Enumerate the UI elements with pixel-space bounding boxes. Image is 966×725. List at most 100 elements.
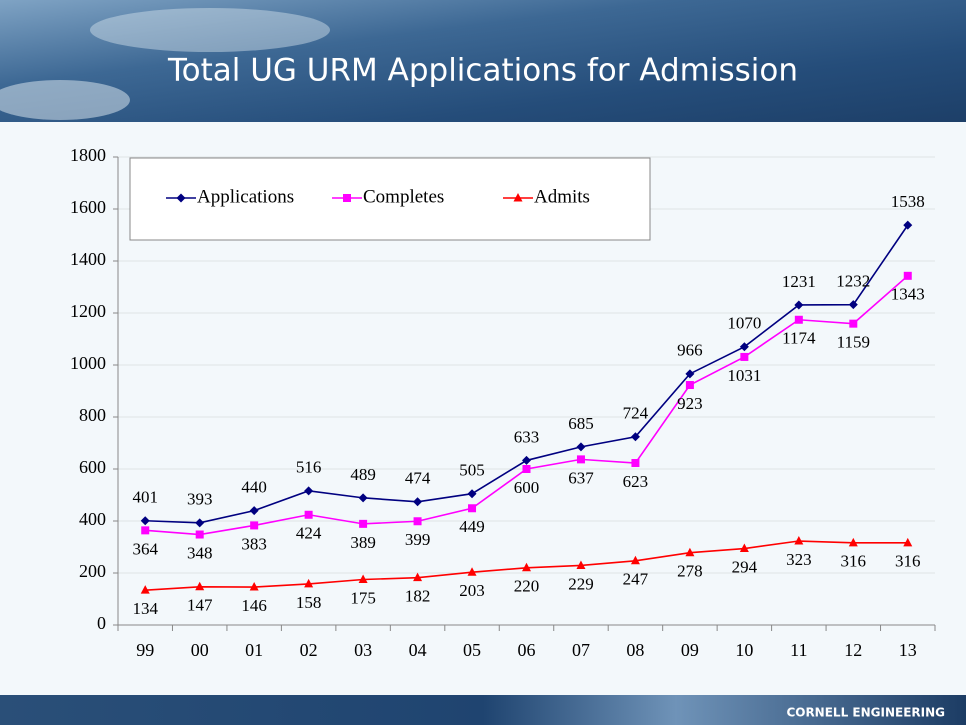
data-point — [358, 574, 368, 583]
data-label: 966 — [677, 341, 703, 360]
x-tick-label: 12 — [844, 640, 862, 660]
data-label: 393 — [187, 490, 213, 509]
data-label: 1231 — [782, 272, 816, 291]
data-point — [794, 536, 804, 545]
data-label: 247 — [623, 570, 649, 589]
data-point — [413, 517, 422, 526]
data-label: 316 — [895, 552, 921, 571]
data-point — [685, 381, 694, 390]
data-point — [140, 516, 150, 526]
x-tick-label: 00 — [191, 640, 209, 660]
data-label: 401 — [132, 488, 158, 507]
footer-text: CORNELL ENGINEERING — [786, 706, 945, 720]
data-point — [304, 510, 313, 519]
data-point — [630, 432, 640, 442]
legend-label: Completes — [363, 186, 444, 207]
legend-label: Admits — [534, 186, 590, 207]
y-tick-label: 1000 — [70, 353, 106, 373]
data-point — [794, 300, 804, 310]
data-point — [630, 555, 640, 565]
data-point — [304, 486, 314, 496]
legend-label: Applications — [197, 186, 294, 207]
data-point — [739, 342, 749, 352]
data-point — [249, 582, 259, 591]
data-label: 134 — [132, 599, 158, 618]
data-label: 294 — [732, 557, 758, 576]
data-label: 449 — [459, 517, 485, 536]
data-point — [249, 506, 259, 516]
data-point — [903, 220, 913, 230]
y-tick-label: 800 — [79, 405, 106, 425]
data-point — [685, 369, 695, 379]
cloud — [90, 8, 330, 52]
data-label: 923 — [677, 394, 703, 413]
x-tick-label: 99 — [136, 640, 154, 660]
x-tick-label: 06 — [518, 640, 536, 660]
plot: 0 200 400 600 800 1000 1200 1400 1600 1800 99 00 01 0… — [70, 145, 936, 660]
y-tick-label: 0 — [97, 613, 106, 633]
data-point — [848, 300, 858, 310]
data-label: 203 — [459, 581, 485, 600]
data-label: 146 — [241, 596, 267, 615]
legend-marker — [513, 193, 523, 202]
footer-band — [0, 695, 966, 725]
data-label: 389 — [350, 533, 376, 552]
data-label: 175 — [350, 588, 376, 607]
data-point — [468, 504, 477, 513]
data-label: 685 — [568, 414, 594, 433]
data-label: 323 — [786, 550, 812, 569]
data-label: 474 — [405, 469, 431, 488]
legend-box — [129, 157, 651, 241]
data-point — [195, 518, 205, 528]
data-label: 1174 — [782, 329, 816, 348]
data-label: 182 — [405, 587, 431, 606]
data-point — [903, 537, 913, 547]
y-tick-label: 1800 — [70, 145, 106, 165]
data-label: 364 — [132, 539, 158, 558]
data-point — [631, 459, 640, 468]
data-point — [358, 493, 368, 503]
x-tick-label: 01 — [245, 640, 263, 660]
data-point — [740, 352, 749, 361]
data-point — [849, 319, 858, 328]
data-point — [304, 578, 314, 588]
data-label: 724 — [623, 404, 649, 423]
data-label: 424 — [296, 524, 322, 543]
x-tick-label: 04 — [409, 640, 427, 660]
cloud — [0, 80, 130, 120]
data-label: 489 — [350, 465, 376, 484]
data-label: 220 — [514, 577, 540, 596]
data-label: 316 — [841, 552, 867, 571]
data-point — [413, 572, 423, 582]
data-label: 158 — [296, 593, 322, 612]
y-tick-label: 400 — [79, 509, 106, 529]
data-label: 147 — [187, 596, 213, 615]
data-label: 633 — [514, 427, 540, 446]
data-point — [576, 455, 585, 464]
data-label: 1538 — [891, 192, 925, 211]
data-label: 229 — [568, 574, 594, 593]
x-tick-label: 11 — [790, 640, 807, 660]
y-tick-label: 1200 — [70, 301, 106, 321]
data-label: 637 — [568, 468, 594, 487]
data-point — [195, 530, 204, 539]
legend-marker — [343, 194, 351, 202]
header-band — [0, 0, 966, 122]
y-tick-label: 1400 — [70, 249, 106, 269]
data-point — [141, 526, 150, 535]
data-point — [522, 465, 531, 473]
data-point — [522, 562, 531, 572]
data-label: 399 — [405, 530, 431, 549]
legend-marker — [176, 193, 186, 203]
data-label: 1159 — [837, 333, 870, 352]
data-label: 1343 — [891, 285, 925, 304]
slide-title: Total UG URM Applications for Admission — [167, 53, 798, 89]
y-tick-label: 1600 — [70, 197, 106, 217]
y-tick-label: 200 — [79, 561, 106, 581]
data-label: 623 — [623, 472, 649, 491]
data-point — [685, 547, 695, 557]
data-point — [903, 271, 912, 280]
data-label: 383 — [241, 534, 267, 553]
data-label: 516 — [296, 458, 322, 477]
x-tick-label: 08 — [626, 640, 644, 660]
